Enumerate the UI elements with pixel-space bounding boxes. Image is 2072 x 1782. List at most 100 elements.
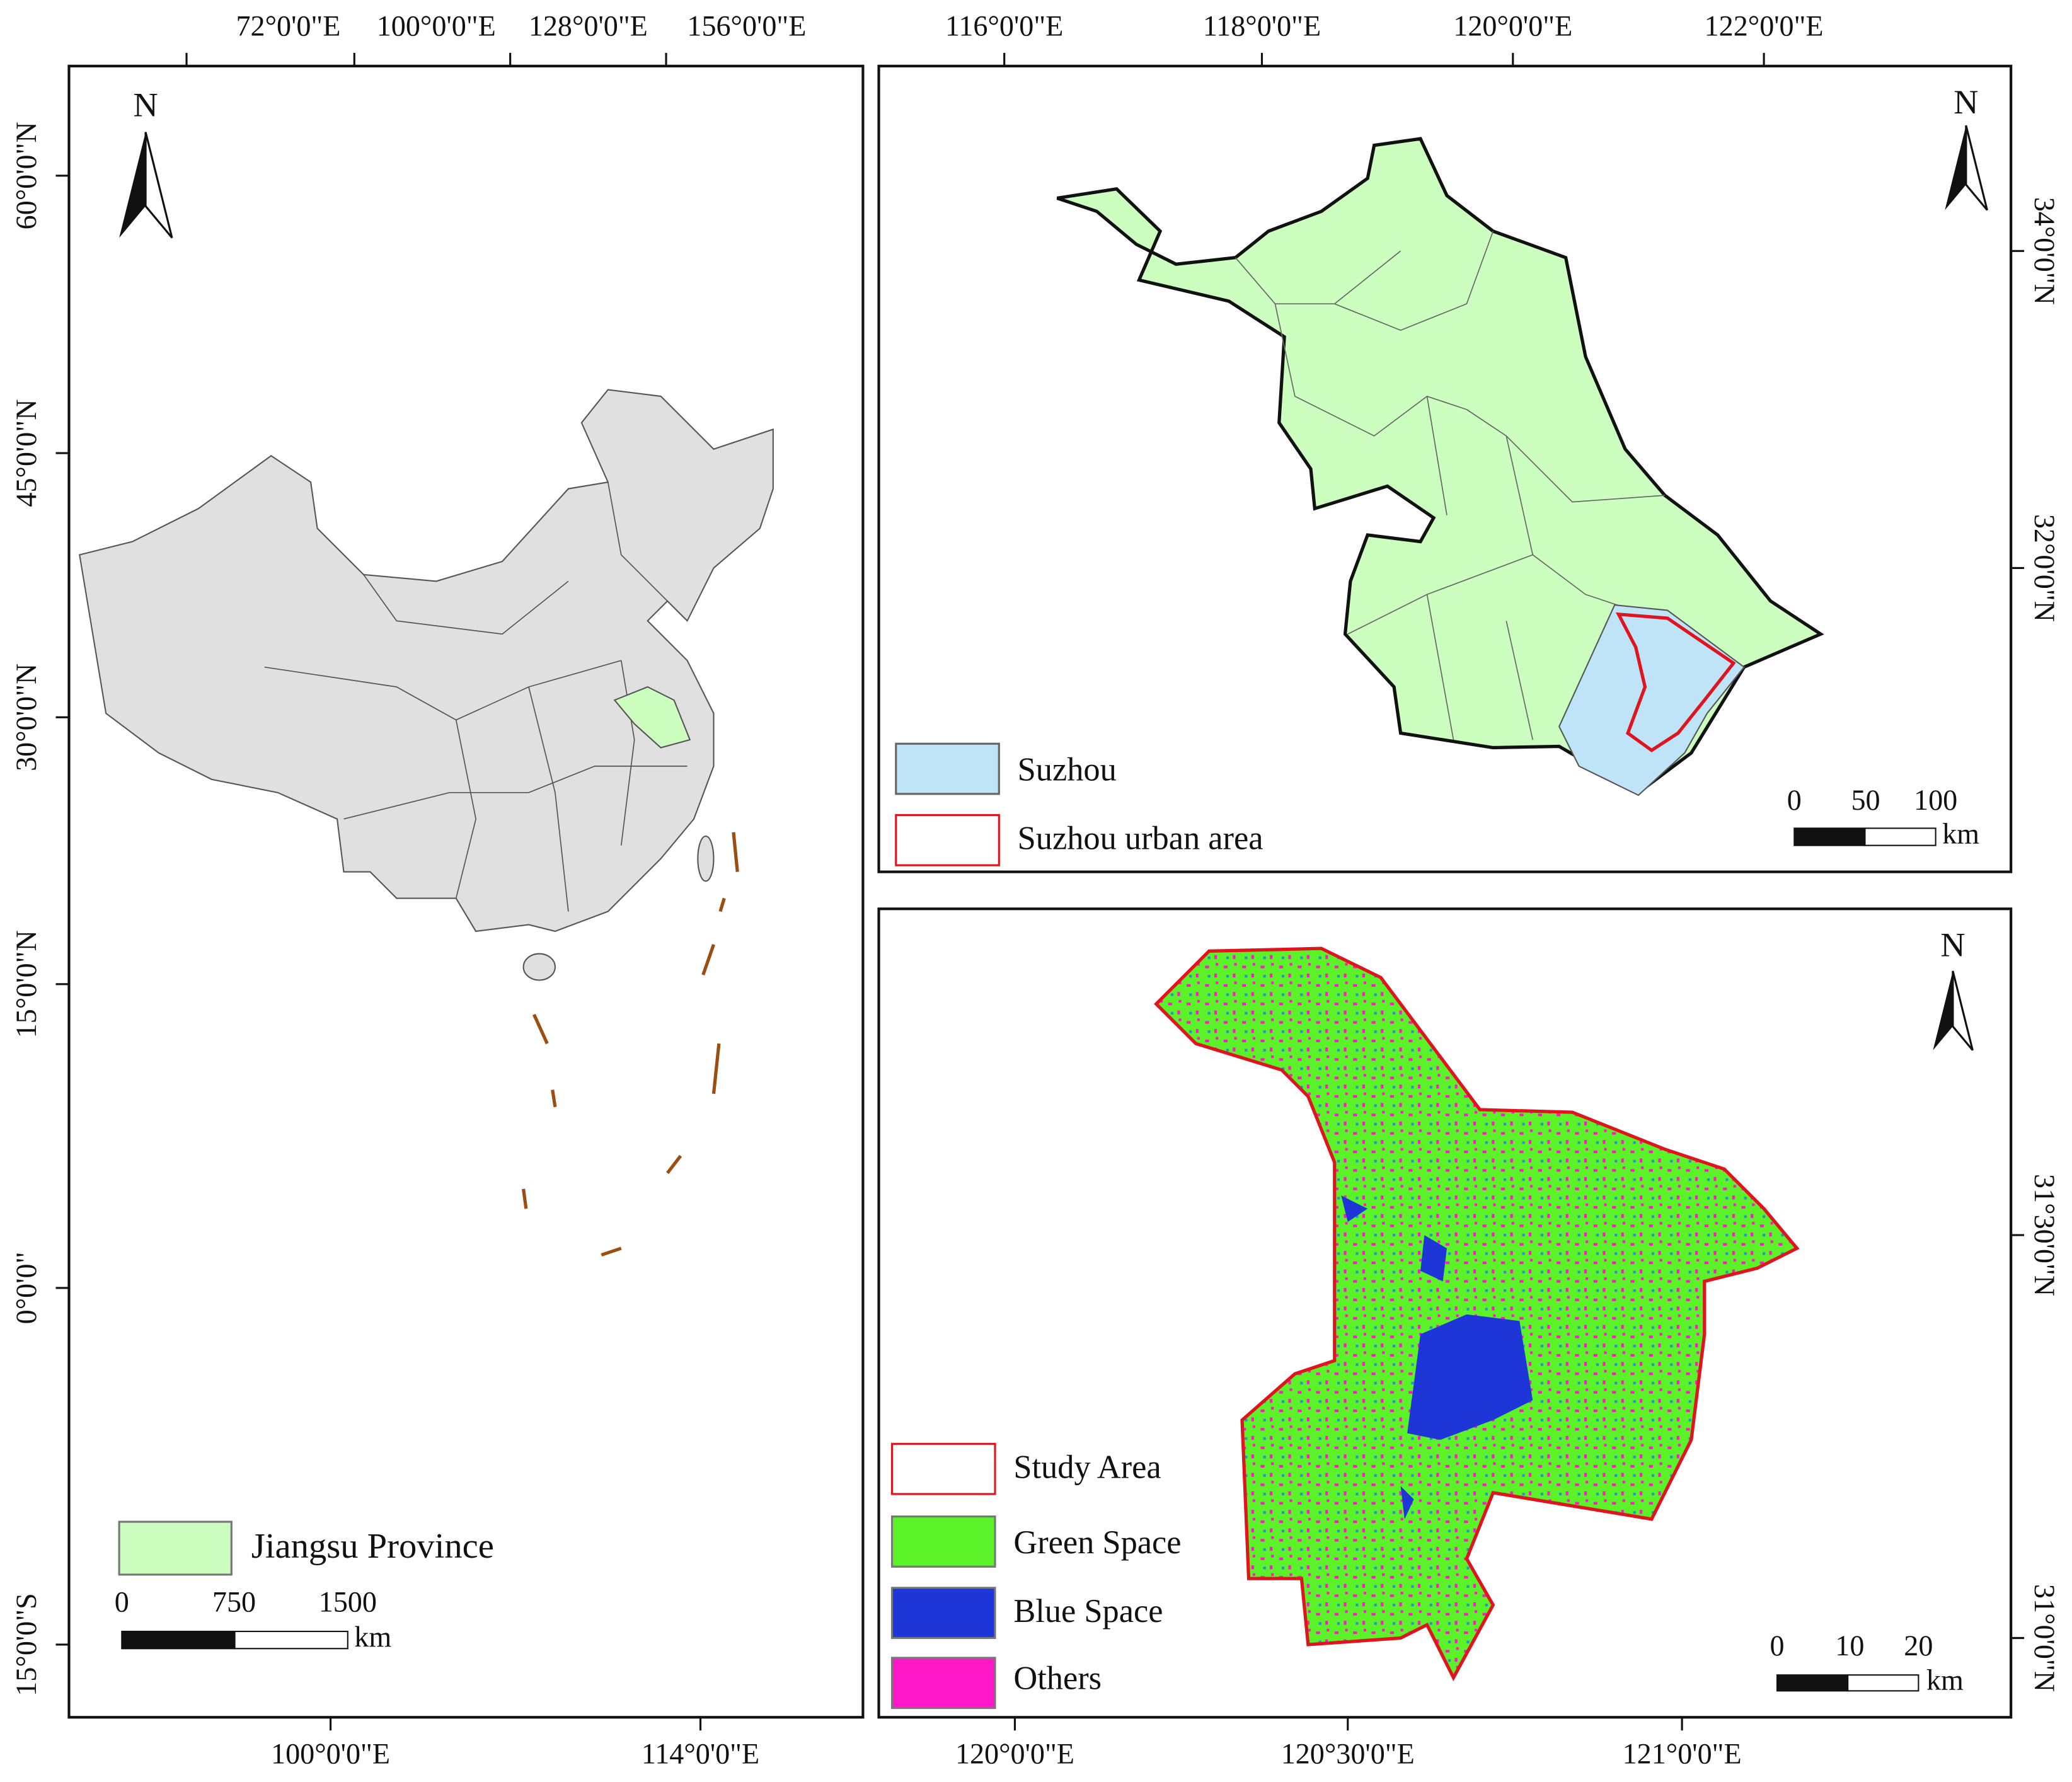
province-border — [343, 766, 688, 820]
province-border — [455, 720, 476, 899]
north-label: N — [1954, 83, 1978, 121]
scale-label: 0 — [1787, 784, 1802, 816]
scale-unit: km — [1942, 818, 1979, 850]
left-axis-label: 0°0'0" — [10, 1252, 42, 1325]
panel-frame — [877, 907, 2013, 1719]
legend-label: Jiangsu Province — [251, 1527, 494, 1566]
scale-bar — [234, 1630, 348, 1650]
scale-unit: km — [354, 1621, 391, 1653]
bottom-axis-label: 114°0'0"E — [642, 1738, 759, 1770]
right-axis-label: 32°0'0"N — [2029, 514, 2061, 622]
legend-label: Blue Space — [1013, 1593, 1163, 1630]
right-axis-label: 31°30'0"N — [2029, 1174, 2061, 1296]
legend-swatch — [890, 1657, 996, 1710]
left-axis-label: 45°0'0"N — [10, 400, 42, 507]
top-axis-label: 72°0'0"E — [236, 10, 340, 42]
water-body — [1407, 1314, 1533, 1440]
city-border — [1505, 435, 1665, 503]
water-body — [1420, 1235, 1447, 1282]
dash-line — [701, 944, 715, 975]
bottom-axis-label: 120°0'0"E — [955, 1738, 1074, 1770]
legend-label: Suzhou — [1018, 751, 1117, 788]
right-axis-label: 31°0'0"N — [2029, 1584, 2061, 1692]
dash-line — [666, 1154, 682, 1175]
bottom-axis-label: 120°30'0"E — [1281, 1738, 1415, 1770]
dash-line — [532, 1013, 549, 1045]
scale-bar — [1847, 1674, 1919, 1692]
china-outline — [79, 389, 774, 933]
scale-label: 10 — [1835, 1630, 1864, 1662]
north-arrow — [1933, 970, 1953, 1050]
scale-label: 50 — [1851, 784, 1880, 816]
water-body — [1400, 1486, 1414, 1519]
jiangsu-highlight — [613, 686, 691, 749]
city-border — [1505, 621, 1534, 740]
study-area — [1154, 946, 1800, 1682]
top-axis-label: 120°0'0"E — [1453, 10, 1572, 42]
legend-swatch — [895, 813, 1000, 866]
panel-frame — [67, 64, 865, 1719]
province-border — [620, 660, 635, 846]
top-axis-label: 156°0'0"E — [687, 10, 806, 42]
legend-swatch — [890, 1442, 996, 1495]
dash-line — [601, 1246, 622, 1257]
scale-bar — [121, 1630, 236, 1650]
legend-label: Study Area — [1013, 1449, 1161, 1485]
dash-line — [551, 1089, 557, 1108]
left-axis-label: 30°0'0"N — [10, 664, 42, 771]
scale-label: 100 — [1914, 784, 1957, 816]
legend-swatch — [890, 1587, 996, 1640]
scale-bar — [1864, 827, 1937, 846]
city-border — [1334, 231, 1494, 331]
province-border — [528, 686, 569, 912]
legend-label: Suzhou urban area — [1018, 820, 1263, 856]
suzhou-urban-outline — [1615, 612, 1736, 752]
suzhou-region — [1558, 604, 1746, 796]
legend-swatch — [118, 1520, 233, 1576]
north-label: N — [1940, 926, 1965, 964]
dash-line — [711, 1043, 721, 1095]
scale-bar — [1793, 827, 1866, 846]
city-border — [1426, 396, 1448, 515]
city-border — [1235, 250, 1401, 305]
city-border — [1426, 594, 1454, 740]
north-arrow — [1952, 970, 1974, 1051]
water-body — [1341, 1195, 1368, 1222]
top-axis-label: 118°0'0"E — [1203, 10, 1321, 42]
left-axis-label: 15°0'0"S — [10, 1593, 42, 1696]
taiwan — [697, 835, 715, 882]
scale-bar — [1776, 1674, 1849, 1692]
scale-label: 750 — [212, 1586, 256, 1618]
dash-line — [732, 832, 739, 872]
scale-unit: km — [1926, 1664, 1964, 1696]
left-axis-label: 60°0'0"N — [10, 122, 42, 229]
dash-line — [718, 897, 726, 912]
dash-line — [522, 1188, 528, 1209]
north-arrow — [1965, 125, 1988, 211]
top-axis-label: 128°0'0"E — [529, 10, 648, 42]
legend-label: Others — [1013, 1660, 1102, 1697]
province-border — [363, 574, 569, 635]
top-axis-label: 116°0'0"E — [945, 10, 1063, 42]
bottom-axis-label: 121°0'0"E — [1623, 1738, 1742, 1770]
north-label: N — [133, 85, 158, 124]
bottom-axis-label: 100°0'0"E — [271, 1738, 390, 1770]
scale-label: 0 — [1770, 1630, 1785, 1662]
scale-label: 1500 — [319, 1586, 377, 1618]
legend-swatch — [890, 1515, 996, 1568]
north-arrow — [1945, 125, 1966, 210]
north-arrow — [144, 132, 173, 239]
top-axis-label: 122°0'0"E — [1705, 10, 1824, 42]
legend-label: Green Space — [1013, 1524, 1181, 1561]
scale-label: 20 — [1904, 1630, 1933, 1662]
left-axis-label: 15°0'0"N — [10, 930, 42, 1038]
top-axis-label: 100°0'0"E — [377, 10, 496, 42]
right-axis-label: 34°0'0"N — [2029, 197, 2061, 305]
province-border — [607, 482, 668, 602]
hainan — [522, 953, 556, 981]
scale-label: 0 — [115, 1586, 129, 1618]
city-border — [1274, 303, 1467, 437]
north-arrow — [119, 132, 146, 238]
